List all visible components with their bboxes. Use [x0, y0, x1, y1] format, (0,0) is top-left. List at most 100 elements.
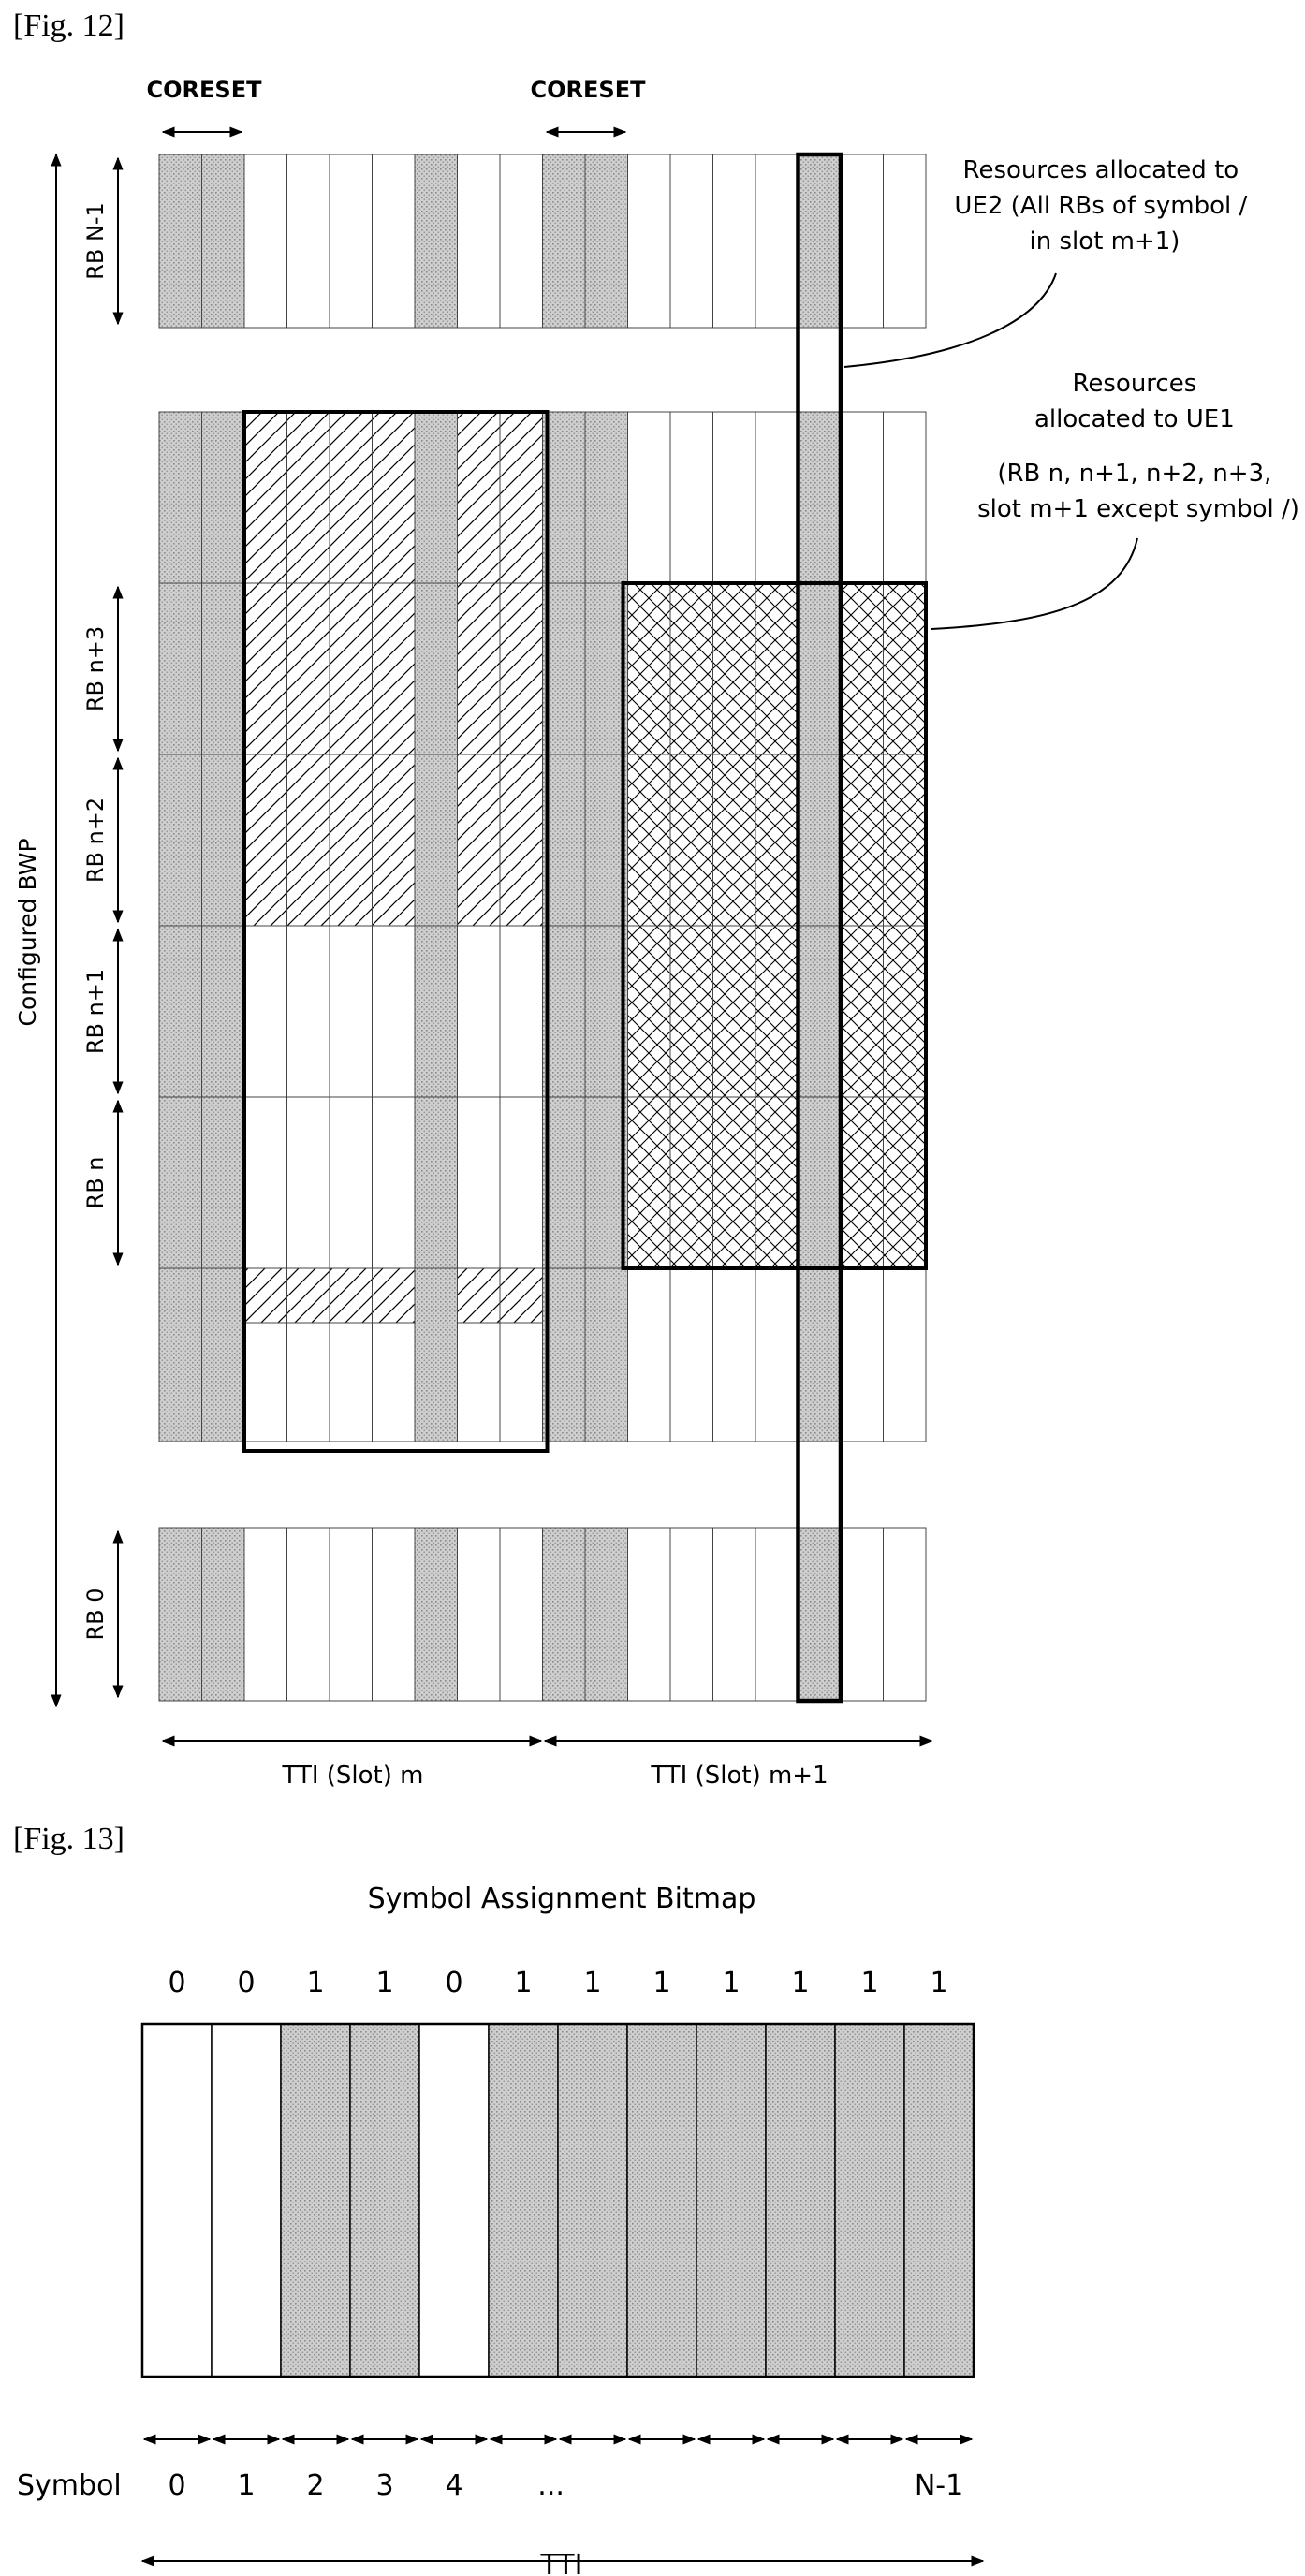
grid-cell — [159, 412, 202, 583]
hatch-cell — [841, 926, 884, 1097]
rb-label-text: RB N-1 — [82, 202, 109, 280]
hatch-cell — [884, 926, 927, 1097]
symbol-tick: 0 — [168, 2469, 185, 2502]
symbol-l-cell — [799, 1528, 842, 1701]
hatch-cell — [884, 754, 927, 926]
hatch-cell — [841, 583, 884, 754]
grid-cell — [415, 154, 458, 328]
grid-cell — [755, 1268, 799, 1442]
bitmap-cell — [627, 2024, 696, 2377]
hatch-cell — [628, 1097, 671, 1268]
hatch-cell — [287, 1268, 330, 1323]
grid-cell — [543, 1528, 586, 1701]
grid-cell — [755, 412, 799, 583]
grid-cell — [244, 926, 287, 1097]
coreset-label-left: CORESET — [147, 77, 263, 103]
hatch-cell — [244, 583, 287, 754]
symbol-axis-label: Symbol — [17, 2469, 122, 2502]
symbol-axis: 01234...N-1 — [144, 2439, 972, 2502]
hatch-cell — [628, 754, 671, 926]
rb-label: RB 0 — [82, 1531, 118, 1697]
grid-cell — [415, 1528, 458, 1701]
hatch-cell — [330, 754, 373, 926]
bitmap-cell — [142, 2024, 212, 2377]
grid-cell — [330, 926, 373, 1097]
hatch-cell — [755, 1097, 799, 1268]
hatch-cell — [458, 754, 501, 926]
ue1-callout-line: slot m+1 except symbol /) — [977, 495, 1299, 523]
grid-cell — [159, 926, 202, 1097]
hatch-cell — [244, 412, 287, 583]
hatch-cell — [670, 754, 713, 926]
symbol-tick: 3 — [375, 2469, 393, 2502]
bitmap-cell — [558, 2024, 627, 2377]
bitmap-value: 1 — [930, 1967, 947, 1999]
bitmap-value: 1 — [306, 1967, 324, 1999]
rb-label-text: RB n — [82, 1157, 109, 1209]
ue2-callout: Resources allocated to UE2 (All RBs of s… — [954, 156, 1254, 256]
symbol-l-cell — [799, 583, 842, 754]
hatch-cell — [373, 1268, 416, 1323]
grid-cell — [159, 1097, 202, 1268]
hatch-cell — [458, 583, 501, 754]
ue1-callout: Resources allocated to UE1 (RB n, n+1, n… — [977, 370, 1299, 523]
grid-cell — [330, 1528, 373, 1701]
hatch-cell — [755, 583, 799, 754]
grid-cell — [628, 154, 671, 328]
grid-cell — [159, 1528, 202, 1701]
grid-cell — [244, 1528, 287, 1701]
symbol-l-cell — [799, 1268, 842, 1442]
rb-label: RB N-1 — [82, 158, 118, 324]
symbol-l-cell — [799, 926, 842, 1097]
grid-cell — [628, 412, 671, 583]
symbol-l-cell — [799, 1097, 842, 1268]
bitmap-cell — [904, 2024, 974, 2377]
bitmap-value: 1 — [583, 1967, 601, 1999]
hatch-cell — [373, 754, 416, 926]
bitmap-cell — [489, 2024, 558, 2377]
grid-cell — [202, 583, 245, 754]
symbol-tick: 1 — [237, 2469, 255, 2502]
bwp-label: Configured BWP — [14, 838, 41, 1026]
grid-cell — [670, 154, 713, 328]
grid-cell — [415, 583, 458, 754]
rb-label: RB n+1 — [82, 929, 118, 1093]
grid-cell — [713, 1528, 756, 1701]
grid-cell — [884, 154, 927, 328]
tti-m-label: TTI (Slot) m — [282, 1762, 424, 1790]
hatch-cell — [500, 754, 543, 926]
bitmap-cell — [350, 2024, 419, 2377]
bitmap-value: 0 — [445, 1967, 462, 1999]
rb-label: RB n+2 — [82, 758, 118, 922]
hatch-cell — [500, 1268, 543, 1323]
hatch-cell — [458, 1268, 501, 1323]
grid-cell — [287, 1528, 330, 1701]
grid-cell — [543, 154, 586, 328]
hatch-cell — [670, 583, 713, 754]
fig13-label: [Fig. 13] — [13, 1822, 125, 1856]
ue2-callout-line: in slot m+1) — [1030, 227, 1180, 256]
grid-cell — [585, 154, 628, 328]
ue1-leader-line — [931, 538, 1137, 629]
hatch-cell — [755, 754, 799, 926]
hatch-cell — [458, 412, 501, 583]
grid-cell — [202, 754, 245, 926]
grid-cell — [159, 1268, 202, 1442]
grid-cell — [670, 1528, 713, 1701]
grid-cell — [755, 154, 799, 328]
bitmap-cell — [212, 2024, 281, 2377]
grid-cell — [202, 1268, 245, 1442]
grid-cell — [500, 926, 543, 1097]
grid-cell — [244, 1097, 287, 1268]
symbol-tick: N-1 — [915, 2469, 963, 2502]
symbol-tick: 2 — [306, 2469, 324, 2502]
hatch-cell — [244, 1268, 287, 1323]
grid-cell — [585, 412, 628, 583]
hatch-cell — [373, 583, 416, 754]
hatch-cell — [244, 754, 287, 926]
rb-label-text: RB 0 — [82, 1588, 109, 1640]
symbol-l-cell — [799, 754, 842, 926]
hatch-cell — [330, 1268, 373, 1323]
bitmap-value: 1 — [652, 1967, 670, 1999]
hatch-cell — [500, 583, 543, 754]
